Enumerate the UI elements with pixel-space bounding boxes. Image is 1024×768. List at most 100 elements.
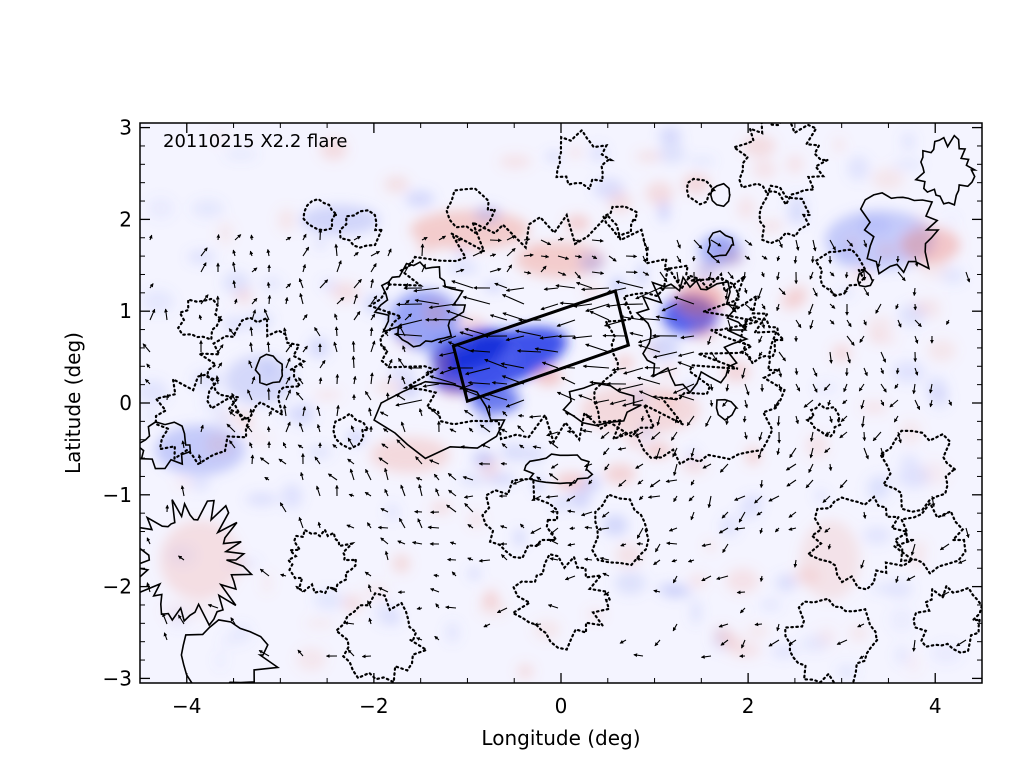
field-arrow xyxy=(384,488,389,497)
field-arrow xyxy=(467,557,474,562)
field-arrow xyxy=(807,415,814,421)
field-arrow xyxy=(649,479,661,488)
field-speck xyxy=(913,299,931,315)
field-arrow xyxy=(676,255,682,264)
field-arrow xyxy=(604,463,610,471)
negative-contour xyxy=(685,177,717,206)
field-speck xyxy=(682,173,710,194)
field-arrow xyxy=(776,623,780,632)
field-arrow xyxy=(496,607,508,614)
field-speck xyxy=(191,199,225,218)
field-arrow xyxy=(414,298,440,305)
field-arrow xyxy=(251,309,257,321)
field-speck xyxy=(929,386,950,410)
field-arrow xyxy=(259,457,270,465)
field-arrow xyxy=(421,236,428,241)
field-arrow xyxy=(638,344,661,353)
field-arrow xyxy=(350,425,355,433)
field-speck xyxy=(569,488,591,510)
field-arrow xyxy=(566,495,576,502)
field-speck xyxy=(720,516,739,537)
field-speck xyxy=(876,244,896,257)
field-arrow xyxy=(462,475,474,481)
field-speck xyxy=(404,190,435,208)
field-arrow xyxy=(459,383,474,390)
field-speck xyxy=(658,143,686,164)
field-arrow xyxy=(725,415,729,426)
field-arrow xyxy=(258,650,270,657)
field-arrow xyxy=(217,315,222,321)
field-arrow xyxy=(295,585,304,593)
field-arrow xyxy=(433,473,440,481)
x-tick-label: 2 xyxy=(742,694,755,718)
field-speck xyxy=(602,514,628,536)
field-arrow xyxy=(299,362,304,369)
field-arrow xyxy=(633,653,644,658)
field-arrow xyxy=(567,509,576,514)
field-arrow xyxy=(149,283,154,289)
field-arrow xyxy=(370,250,381,257)
field-arrow xyxy=(378,587,389,593)
field-arrow xyxy=(758,351,763,357)
field-speck xyxy=(517,663,534,680)
field-arrow xyxy=(829,303,836,309)
field-arrow xyxy=(200,294,209,305)
field-speck xyxy=(893,159,924,170)
field-speck xyxy=(521,446,546,464)
field-arrow xyxy=(384,550,389,561)
field-arrow xyxy=(302,406,307,417)
field-arrow xyxy=(722,399,729,407)
field-arrow xyxy=(756,511,763,516)
field-arrow xyxy=(149,308,156,321)
field-arrow xyxy=(758,335,763,344)
field-arrow xyxy=(462,295,491,305)
field-speck xyxy=(745,624,770,638)
field-arrow xyxy=(455,268,465,273)
field-arrow xyxy=(146,363,151,369)
field-arrow xyxy=(267,294,272,305)
field-arrow xyxy=(642,239,649,251)
field-speck xyxy=(771,645,797,659)
field-arrow xyxy=(361,654,372,659)
field-arrow xyxy=(251,267,258,273)
field-arrow xyxy=(366,522,372,529)
field-arrow xyxy=(298,516,304,529)
field-arrow xyxy=(776,447,781,456)
field-arrow xyxy=(298,277,304,289)
negative-contour xyxy=(445,187,497,235)
field-arrow xyxy=(164,308,168,321)
field-arrow xyxy=(948,399,952,406)
field-arrow xyxy=(523,237,531,242)
field-arrow xyxy=(370,313,376,321)
field-arrow xyxy=(897,319,902,328)
positive-contour xyxy=(254,353,284,386)
field-arrow xyxy=(759,479,764,489)
field-arrow xyxy=(540,254,550,259)
field-arrow xyxy=(331,586,338,593)
field-arrow xyxy=(364,571,372,577)
field-speck xyxy=(858,215,891,234)
field-speck xyxy=(247,433,271,444)
field-arrow xyxy=(481,443,491,449)
field-speck xyxy=(589,144,608,163)
field-arrow xyxy=(448,489,457,497)
field-arrow xyxy=(844,271,849,279)
field-arrow xyxy=(744,351,752,362)
field-arrow xyxy=(635,463,644,469)
field-arrow xyxy=(266,341,271,353)
field-arrow xyxy=(302,246,310,257)
field-arrow xyxy=(489,238,502,243)
field-arrow xyxy=(742,415,747,423)
negative-contour xyxy=(601,205,639,239)
field-arrow xyxy=(788,639,797,646)
field-arrow xyxy=(839,479,848,489)
field-arrow xyxy=(285,283,292,289)
field-speck xyxy=(604,463,636,485)
field-arrow xyxy=(334,243,339,257)
field-arrow xyxy=(395,393,406,401)
field-arrow xyxy=(842,399,848,405)
field-arrow xyxy=(177,555,185,561)
field-arrow xyxy=(793,255,798,264)
field-speck xyxy=(847,155,870,181)
field-arrow xyxy=(778,351,786,362)
